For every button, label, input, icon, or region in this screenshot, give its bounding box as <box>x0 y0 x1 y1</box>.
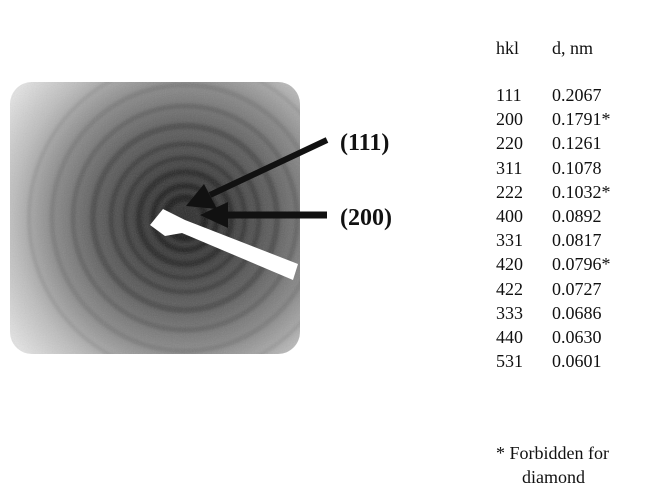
label-200: (200) <box>340 205 392 231</box>
cell-hkl: 400 <box>496 205 523 226</box>
cell-hkl: 440 <box>496 326 523 347</box>
beam-stop <box>150 209 298 280</box>
footnote: * Forbidden for diamond <box>496 441 609 489</box>
cell-d: 0.0686 <box>552 302 602 323</box>
table-row: 400 0.0892 <box>496 204 611 228</box>
footnote-line-1: * Forbidden for <box>496 443 609 463</box>
header-d: d, nm <box>552 38 594 58</box>
hkl-d-table: hkl d, nm 111 0.2067 200 0.1791* 220 0.1261 311… <box>496 36 611 373</box>
cell-d: 0.0796* <box>552 254 611 275</box>
cell-hkl: 200 <box>496 109 523 130</box>
header-hkl: hkl <box>496 38 520 58</box>
table-row: 440 0.0630 <box>496 325 611 349</box>
table-rows: 111 0.2067 200 0.1791* 220 0.1261 311 0.1078 222… <box>496 83 611 373</box>
label-111: (111) <box>340 130 389 156</box>
table-row: 200 0.1791* <box>496 107 611 131</box>
table-row: 311 0.1078 <box>496 156 611 180</box>
table-row: 111 0.2067 <box>496 83 611 107</box>
table-row: 531 0.0601 <box>496 349 611 373</box>
cell-d: 0.0892 <box>552 205 602 226</box>
table-row: 331 0.0817 <box>496 228 611 252</box>
footnote-line-2: diamond <box>522 467 585 487</box>
arrow-111 <box>186 137 329 209</box>
table-row: 333 0.0686 <box>496 301 611 325</box>
cell-d: 0.0817 <box>552 230 602 251</box>
cell-d: 0.0727 <box>552 278 602 299</box>
table-row: 420 0.0796* <box>496 252 611 276</box>
cell-d: 0.1032* <box>552 181 611 202</box>
cell-hkl: 111 <box>496 85 522 105</box>
cell-hkl: 220 <box>496 133 523 154</box>
table-header: hkl d, nm <box>496 36 611 60</box>
cell-d: 0.2067 <box>552 85 602 105</box>
cell-hkl: 311 <box>496 157 523 178</box>
cell-hkl: 420 <box>496 254 523 275</box>
cell-hkl: 531 <box>496 351 523 372</box>
cell-d: 0.1791* <box>552 109 611 130</box>
cell-d: 0.0601 <box>552 351 602 372</box>
table-row: 222 0.1032* <box>496 180 611 204</box>
cell-hkl: 331 <box>496 230 523 251</box>
table-row: 422 0.0727 <box>496 277 611 301</box>
cell-d: 0.1261 <box>552 133 602 154</box>
table-row: 220 0.1261 <box>496 131 611 155</box>
cell-hkl: 422 <box>496 278 523 299</box>
cell-hkl: 222 <box>496 181 523 202</box>
cell-d: 0.0630 <box>552 326 602 347</box>
cell-hkl: 333 <box>496 302 523 323</box>
cell-d: 0.1078 <box>552 157 602 178</box>
arrow-200 <box>200 202 327 228</box>
